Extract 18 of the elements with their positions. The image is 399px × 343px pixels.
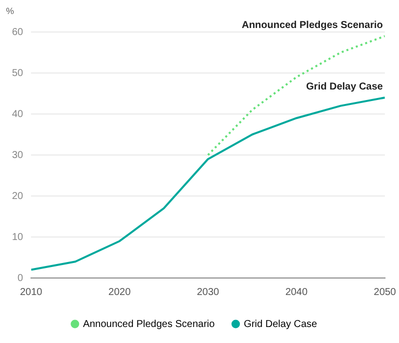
x-tick-label: 2030 xyxy=(196,286,220,298)
text: Announced Pledges Scenario xyxy=(242,20,383,31)
y-tick-label: 40 xyxy=(12,108,24,120)
legend-label: Grid Delay Case xyxy=(244,318,318,330)
line-series xyxy=(207,35,385,156)
text: Grid Delay Case xyxy=(306,81,383,92)
y-tick-label: 60 xyxy=(12,26,24,38)
x-tick-label: 2010 xyxy=(20,286,43,298)
y-tick-label: 10 xyxy=(12,232,24,243)
x-tick-label: 2050 xyxy=(374,286,396,298)
y-tick-label: 20 xyxy=(12,190,24,202)
legend-label: Announced Pledges Scenario xyxy=(82,318,216,330)
y-tick-label: 0 xyxy=(18,272,24,284)
y-tick-label: 50 xyxy=(12,68,24,79)
y-axis-title: % xyxy=(6,6,14,16)
x-tick-label: 2020 xyxy=(108,286,132,298)
x-tick-label: 2040 xyxy=(285,286,308,298)
y-tick-label: 30 xyxy=(12,150,24,161)
